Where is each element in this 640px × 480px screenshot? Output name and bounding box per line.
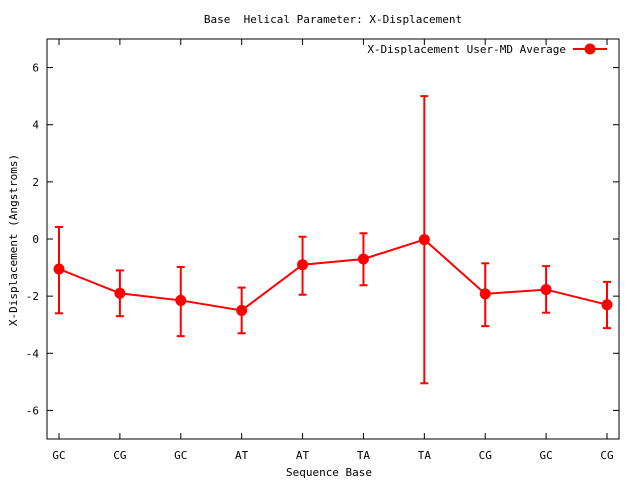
data-point <box>418 234 430 246</box>
y-tick-label: -2 <box>26 290 39 303</box>
legend: X-Displacement User-MD Average <box>367 43 607 56</box>
x-tick-label: CG <box>600 449 613 462</box>
x-tick-label: GC <box>174 449 187 462</box>
data-point <box>114 287 126 299</box>
x-tick-label: AT <box>235 449 249 462</box>
y-axis-label: X-Displacement (Angstroms) <box>7 154 20 326</box>
x-tick-label: TA <box>418 449 432 462</box>
legend-marker <box>584 43 596 55</box>
y-tick-label: 2 <box>32 176 39 189</box>
x-axis-label: Sequence Base <box>286 466 372 479</box>
legend-label: X-Displacement User-MD Average <box>367 43 566 56</box>
data-point <box>357 253 369 265</box>
data-point <box>53 263 65 275</box>
x-tick-label: GC <box>52 449 65 462</box>
axis-ticks: -6 -4 -2 0 2 4 6 GC CG GC AT AT TA TA CG GC CG <box>26 39 619 462</box>
data-point <box>175 294 187 306</box>
data-point <box>540 284 552 296</box>
x-tick-label: AT <box>296 449 310 462</box>
y-tick-label: 6 <box>32 62 39 75</box>
y-tick-label: -6 <box>26 404 39 417</box>
x-tick-label: TA <box>357 449 371 462</box>
data-point <box>601 299 613 311</box>
y-tick-label: 4 <box>32 119 39 132</box>
data-point <box>297 259 309 271</box>
data-point <box>236 304 248 316</box>
x-tick-label: GC <box>539 449 552 462</box>
x-tick-label: CG <box>113 449 126 462</box>
chart-title: Base Helical Parameter: X-Displacement <box>204 13 462 26</box>
series-layer <box>53 95 613 385</box>
data-point <box>479 288 491 300</box>
y-tick-label: -4 <box>26 347 40 360</box>
series-line <box>58 238 608 312</box>
x-tick-label: CG <box>479 449 492 462</box>
y-tick-label: 0 <box>32 233 39 246</box>
